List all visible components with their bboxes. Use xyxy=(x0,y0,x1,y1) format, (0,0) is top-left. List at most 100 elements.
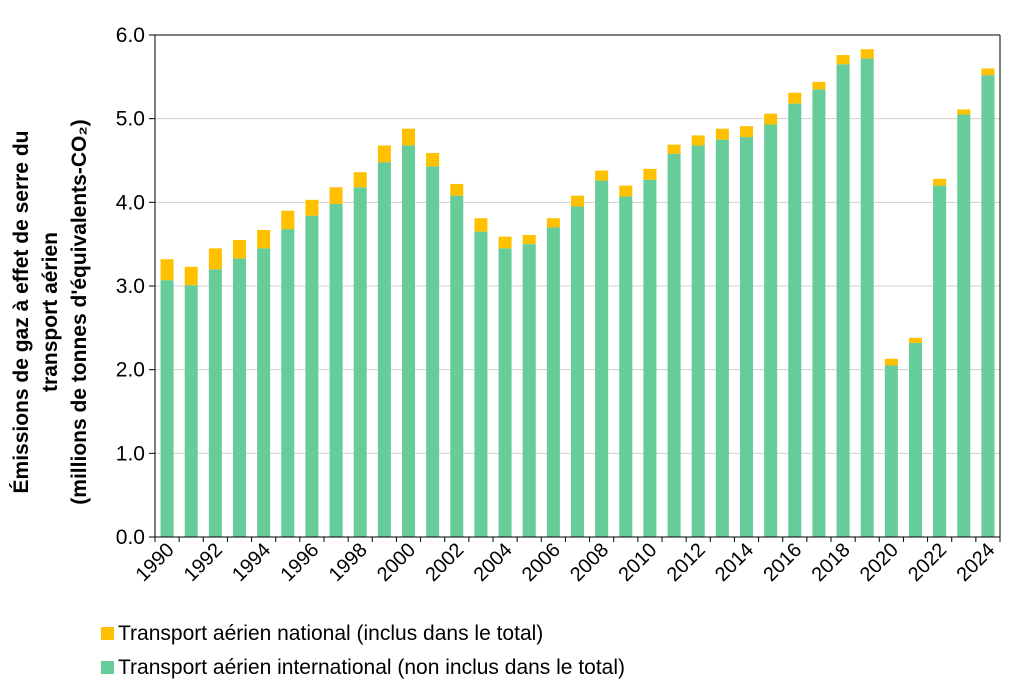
y-axis-title-line-1: Émissions de gaz à effet de serre du xyxy=(10,131,33,494)
x-tick-label: 1996 xyxy=(276,539,323,586)
x-tick-label: 1994 xyxy=(228,539,275,586)
bar-2007-international xyxy=(570,206,585,537)
bar-2006-national xyxy=(546,218,560,228)
bar-1993-national xyxy=(232,239,247,259)
x-tick-label: 2012 xyxy=(663,539,710,586)
bar-1990-national xyxy=(160,259,174,281)
y-axis-ticks: 0.0 1.0 2.0 3.0 4.0 5.0 6.0 xyxy=(116,24,155,549)
x-tick-label: 2002 xyxy=(421,539,468,586)
bar-2024-international xyxy=(981,75,995,537)
x-tick-label: 2006 xyxy=(518,539,565,586)
legend-label-national: Transport aérien national (inclus dans l… xyxy=(118,622,543,645)
bar-2006-international xyxy=(546,227,560,537)
bar-2005-international xyxy=(522,244,536,537)
bar-2001-national xyxy=(426,152,440,167)
bar-1990-international xyxy=(160,280,174,537)
bar-2020-national xyxy=(884,358,898,366)
x-tick-label: 2022 xyxy=(904,539,951,586)
bar-2017-international xyxy=(812,89,826,537)
bar-2002-international xyxy=(450,195,464,537)
legend-swatch-national xyxy=(101,627,114,640)
bar-2022-international xyxy=(933,185,947,537)
x-tick-label: 2014 xyxy=(711,539,758,586)
bar-2023-international xyxy=(957,114,971,537)
bar-2008-national xyxy=(595,170,609,181)
y-axis-title-line-2: transport aérien xyxy=(39,232,62,392)
bar-2003-national xyxy=(474,218,488,232)
bar-2001-international xyxy=(426,166,440,537)
legend-swatch-international xyxy=(101,661,114,674)
bar-2013-national xyxy=(715,128,729,140)
bar-2017-national xyxy=(812,81,826,90)
y-tick-label: 3.0 xyxy=(116,275,145,298)
y-axis-title-line-3: (millions de tonnes d'équivalents-CO₂) xyxy=(68,119,91,504)
bar-2016-international xyxy=(788,103,802,538)
x-tick-label: 2016 xyxy=(759,539,806,586)
bar-2004-international xyxy=(498,248,512,537)
y-tick-label: 5.0 xyxy=(116,108,145,131)
bar-2009-international xyxy=(619,196,633,537)
bar-2022-national xyxy=(933,178,947,186)
x-tick-label: 1992 xyxy=(180,539,227,586)
bar-1995-international xyxy=(281,229,295,537)
bar-1997-international xyxy=(329,204,343,538)
x-axis-ticks: 1990 1992 1994 1996 1998 2000 2002 2004 2006 2008… xyxy=(132,537,1001,586)
y-tick-label: 4.0 xyxy=(116,191,145,214)
y-tick-label: 2.0 xyxy=(116,359,145,382)
bar-2005-national xyxy=(522,234,536,245)
bar-2016-national xyxy=(788,92,802,104)
x-tick-label: 2008 xyxy=(566,539,613,586)
y-tick-label: 0.0 xyxy=(116,526,145,549)
x-tick-label: 2004 xyxy=(470,539,517,586)
bar-2007-national xyxy=(570,195,585,207)
bar-2000-national xyxy=(401,128,416,146)
x-tick-label: 2000 xyxy=(373,539,420,586)
bar-2004-national xyxy=(498,236,512,249)
bar-1999-national xyxy=(377,145,391,163)
bar-2012-national xyxy=(691,135,705,146)
y-tick-label: 1.0 xyxy=(116,442,145,465)
x-tick-label: 2010 xyxy=(614,539,661,586)
bar-1992-national xyxy=(208,248,222,270)
bar-1993-international xyxy=(232,258,247,537)
bar-2021-international xyxy=(908,342,923,537)
bar-2013-international xyxy=(715,139,729,538)
bar-2023-national xyxy=(957,109,971,115)
bar-2018-international xyxy=(836,64,850,538)
bar-1992-international xyxy=(208,269,222,537)
legend: Transport aérien national (inclus dans l… xyxy=(101,622,625,679)
bar-1995-national xyxy=(281,210,295,230)
bar-2008-international xyxy=(595,180,609,537)
bar-2018-national xyxy=(836,55,850,65)
bar-1997-national xyxy=(329,187,343,205)
bar-1996-international xyxy=(305,215,319,537)
bar-1998-national xyxy=(353,172,367,188)
bar-1991-international xyxy=(184,285,198,537)
bar-2011-international xyxy=(667,153,681,537)
bar-2015-international xyxy=(764,124,778,538)
bar-2000-international xyxy=(401,145,416,537)
bar-2010-national xyxy=(643,168,657,180)
bar-1991-national xyxy=(184,266,198,286)
bar-1994-international xyxy=(257,248,271,537)
bar-2010-international xyxy=(643,179,657,537)
bars xyxy=(160,49,995,538)
bar-2011-national xyxy=(667,144,681,154)
bar-2021-national xyxy=(908,337,923,343)
x-tick-label: 1998 xyxy=(325,539,372,586)
bar-1994-national xyxy=(257,229,271,249)
x-tick-label: 2024 xyxy=(952,539,999,586)
bar-2019-national xyxy=(860,49,874,59)
x-tick-label: 2018 xyxy=(808,539,855,586)
bar-2003-international xyxy=(474,231,488,537)
bar-2019-international xyxy=(860,58,874,537)
y-tick-label: 6.0 xyxy=(116,24,145,47)
bar-2014-national xyxy=(739,126,754,138)
bar-2024-national xyxy=(981,68,995,76)
bar-1998-international xyxy=(353,187,367,538)
bar-1999-international xyxy=(377,162,391,537)
bar-2012-international xyxy=(691,145,705,537)
bar-2015-national xyxy=(764,113,778,125)
x-tick-label: 2020 xyxy=(856,539,903,586)
